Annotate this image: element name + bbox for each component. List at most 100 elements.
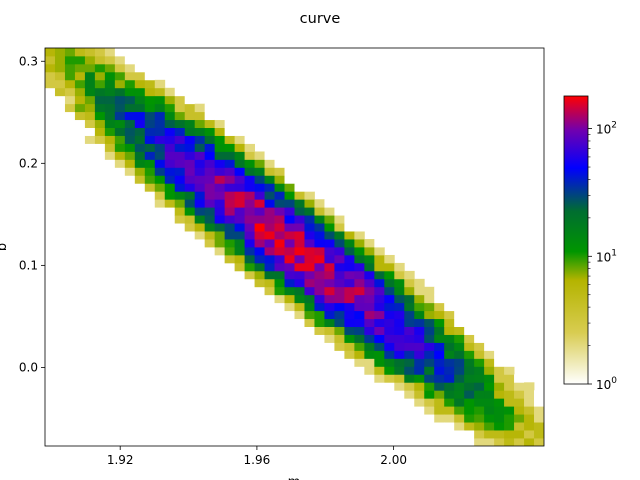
heatmap-cell xyxy=(164,151,176,160)
heatmap-cell xyxy=(124,111,136,121)
heatmap-cell xyxy=(304,262,315,272)
heatmap-cell xyxy=(504,430,515,439)
heatmap-cell xyxy=(74,111,86,121)
heatmap-cell xyxy=(394,342,405,351)
heatmap-cell xyxy=(504,366,515,375)
heatmap-cell xyxy=(234,167,245,176)
heatmap-cell xyxy=(264,239,275,248)
heatmap-cell xyxy=(414,326,425,335)
heatmap-cell xyxy=(364,302,375,312)
heatmap-cell xyxy=(324,207,335,216)
heatmap-cell xyxy=(534,422,544,431)
heatmap-cell xyxy=(344,302,355,312)
heatmap-cell xyxy=(404,374,415,383)
heatmap-cell xyxy=(384,342,395,351)
heatmap-cell xyxy=(214,262,226,272)
heatmap-cell xyxy=(224,199,236,208)
x-tick-label: 1.96 xyxy=(244,453,271,467)
heatmap-cell xyxy=(144,191,156,200)
heatmap-cell xyxy=(324,223,335,232)
heatmap-cell xyxy=(254,223,265,232)
heatmap-cell xyxy=(294,223,305,232)
heatmap-cell xyxy=(114,63,126,73)
heatmap-cell xyxy=(274,191,285,200)
heatmap-cell xyxy=(294,215,305,224)
heatmap-cell xyxy=(424,318,435,327)
heatmap-cell xyxy=(234,135,245,144)
heatmap-cell xyxy=(384,270,395,280)
heatmap-cell xyxy=(444,382,455,391)
heatmap-cell xyxy=(94,135,106,144)
heatmap-cell xyxy=(244,143,255,152)
heatmap-cell xyxy=(384,294,395,304)
heatmap-cell xyxy=(124,63,136,73)
heatmap-cell xyxy=(45,95,56,105)
heatmap-cell xyxy=(394,382,405,391)
heatmap-cell xyxy=(104,135,116,144)
heatmap-cell xyxy=(134,151,146,160)
heatmap-cell xyxy=(394,366,405,375)
colorbar-tick-label: 102 xyxy=(596,121,617,137)
heatmap-cell xyxy=(324,215,335,224)
heatmap-cell xyxy=(504,374,515,383)
heatmap-cell xyxy=(174,167,186,176)
heatmap-cell xyxy=(284,231,295,240)
heatmap-cell xyxy=(444,318,455,327)
heatmap-cell xyxy=(294,294,305,304)
x-tick-label: 2.00 xyxy=(380,453,407,467)
heatmap-cell xyxy=(324,247,335,256)
heatmap-cell xyxy=(84,55,96,65)
heatmap-cell xyxy=(284,270,295,280)
heatmap-cell xyxy=(444,310,455,320)
heatmap-cell xyxy=(314,318,325,327)
heatmap-cell xyxy=(324,318,335,327)
heatmap-cell xyxy=(204,135,216,144)
heatmap-cell xyxy=(334,286,345,296)
heatmap-cell xyxy=(54,95,66,105)
heatmap-cell xyxy=(45,79,56,89)
heatmap-cell xyxy=(204,247,216,256)
heatmap-cell xyxy=(454,366,465,375)
heatmap-cell xyxy=(464,334,475,343)
heatmap-cell xyxy=(114,111,126,121)
heatmap-cell xyxy=(464,342,475,351)
heatmap-cell xyxy=(434,414,445,423)
heatmap-cell xyxy=(464,374,475,383)
heatmap-cell xyxy=(394,278,405,288)
heatmap-cell xyxy=(504,422,515,431)
heatmap-cell xyxy=(324,286,335,296)
heatmap-cell xyxy=(434,342,445,351)
heatmap-cell xyxy=(184,151,196,160)
heatmap-cell xyxy=(394,286,405,296)
heatmap-cell xyxy=(444,414,455,423)
heatmap-cell xyxy=(164,119,176,128)
heatmap-cell xyxy=(214,127,226,136)
heatmap-cell xyxy=(204,215,216,224)
heatmap-cell xyxy=(104,111,116,121)
heatmap-cell xyxy=(154,79,166,89)
heatmap-cell xyxy=(134,127,146,136)
heatmap-cell xyxy=(304,294,315,304)
y-axis: 0.0 0.1 0.2 0.3 xyxy=(19,54,45,374)
heatmap-cell xyxy=(414,366,425,375)
heatmap-cell xyxy=(474,382,485,391)
heatmap-cell xyxy=(424,398,435,407)
heatmap-cell xyxy=(114,95,126,105)
heatmap-cell xyxy=(314,326,325,335)
heatmap-cell xyxy=(174,151,186,160)
heatmap-cell xyxy=(184,135,196,144)
heatmap-cell xyxy=(264,151,275,160)
heatmap-cell xyxy=(144,71,156,81)
heatmap-cell xyxy=(144,175,156,184)
heatmap-cell xyxy=(254,175,265,184)
heatmap-cell xyxy=(244,175,255,184)
heatmap-cell xyxy=(164,127,176,136)
heatmap-cell xyxy=(484,382,495,391)
heatmap-cell xyxy=(494,438,505,446)
heatmap-cell xyxy=(354,223,365,232)
heatmap-cell xyxy=(184,119,196,128)
heatmap-cell xyxy=(484,414,495,423)
heatmap-cell xyxy=(254,191,265,200)
heatmap-cell xyxy=(204,167,216,176)
heatmap-cell xyxy=(364,286,375,296)
